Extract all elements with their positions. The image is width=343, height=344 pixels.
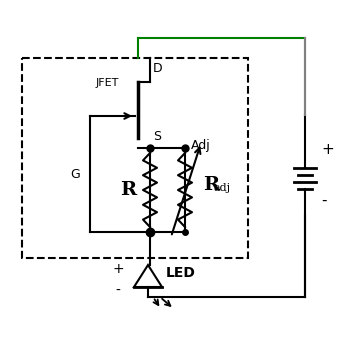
Bar — [22, 58, 248, 258]
Text: R: R — [120, 181, 136, 199]
Text: D: D — [153, 62, 163, 75]
Text: S: S — [153, 130, 161, 143]
Text: G: G — [70, 169, 80, 182]
Text: +: + — [112, 262, 124, 276]
Text: +: + — [321, 142, 334, 158]
Text: R: R — [203, 176, 219, 194]
Text: -: - — [116, 284, 120, 298]
Text: JFET: JFET — [96, 78, 119, 88]
Text: -: - — [321, 193, 327, 207]
Text: adj: adj — [214, 183, 231, 193]
Text: LED: LED — [166, 266, 196, 280]
Text: Adj: Adj — [191, 140, 211, 152]
